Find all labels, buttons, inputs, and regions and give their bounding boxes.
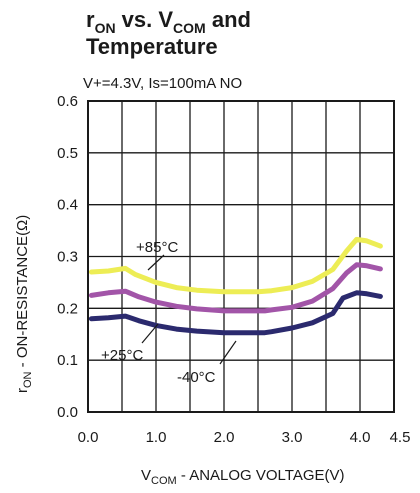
x-tick-label: 4.0: [350, 429, 371, 446]
annotation-leader-85c: [147, 254, 165, 271]
y-tick-label: 0.6: [57, 93, 78, 110]
x-tick-label: 0.0: [78, 429, 99, 446]
x-tick-label: 4.5: [390, 429, 411, 446]
y-tick-label: 0.5: [57, 145, 78, 162]
y-tick-label: 0.0: [57, 404, 78, 421]
annotation-leader-40c: [219, 340, 237, 365]
plot-frame: [87, 100, 395, 413]
chart-title-line-1: rON vs. VCOM and: [86, 7, 251, 36]
series-line-2: [88, 290, 383, 336]
x-tick-label: 2.0: [214, 429, 235, 446]
series-line-0: [88, 236, 383, 295]
grid: [88, 100, 394, 413]
x-axis-label: VCOM - ANALOG VOLTAGE(V): [141, 467, 345, 487]
y-tick-label: 0.1: [57, 352, 78, 369]
annotation-25c: +25°C: [101, 347, 143, 364]
tick-labels: 0.0 0.1 0.2 0.3 0.4 0.5 0.6 0.0 1.0 2.0 3.0 4.0 4.5: [57, 93, 410, 446]
y-axis-label: rON - ON-RESISTANCE(Ω): [14, 215, 34, 393]
x-tick-label: 1.0: [146, 429, 167, 446]
series-lines: [88, 236, 383, 336]
chart-subtitle: V+=4.3V, Is=100mA NO: [83, 75, 242, 92]
chart-title-line-2: Temperature: [86, 34, 218, 59]
annotation-40c: -40°C: [177, 369, 216, 386]
annotation-leader-25c: [141, 323, 159, 344]
y-tick-label: 0.4: [57, 197, 78, 214]
annotation-85c: +85°C: [136, 239, 178, 256]
series-line-1: [88, 262, 383, 314]
x-tick-label: 3.0: [282, 429, 303, 446]
y-tick-label: 0.2: [57, 300, 78, 317]
annotations: +85°C +25°C -40°C: [101, 239, 237, 386]
y-tick-label: 0.3: [57, 249, 78, 266]
